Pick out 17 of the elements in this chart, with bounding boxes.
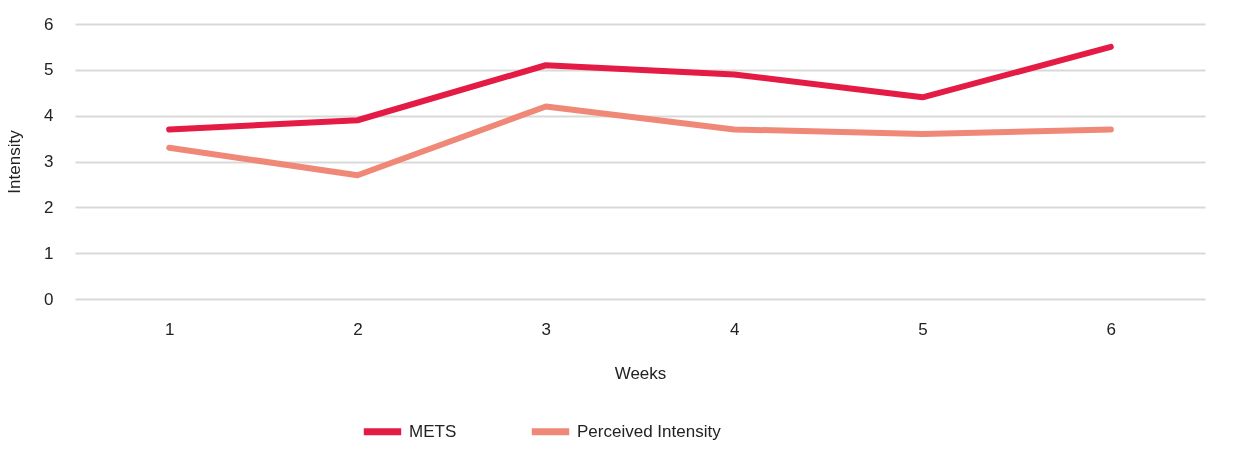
x-tick-label: 3 <box>541 319 552 339</box>
y-axis-title: Intensity <box>5 129 25 194</box>
y-tick-label: 0 <box>44 289 54 309</box>
y-tick-label: 2 <box>44 197 54 217</box>
x-axis-title: Weeks <box>614 363 667 383</box>
x-tick-label: 4 <box>729 319 740 339</box>
y-tick-label: 1 <box>44 243 54 263</box>
y-tick-label: 5 <box>44 60 54 80</box>
x-tick-label: 5 <box>918 319 928 339</box>
x-tick-label: 1 <box>164 319 175 339</box>
legend-label: METS <box>409 421 457 441</box>
y-tick-label: 3 <box>44 152 54 171</box>
y-tick-label: 6 <box>44 14 54 34</box>
y-tick-label: 4 <box>44 106 54 126</box>
x-tick-label: 6 <box>1106 319 1117 339</box>
x-tick-label: 2 <box>353 319 363 339</box>
legend-label: Perceived Intensity <box>577 421 722 441</box>
